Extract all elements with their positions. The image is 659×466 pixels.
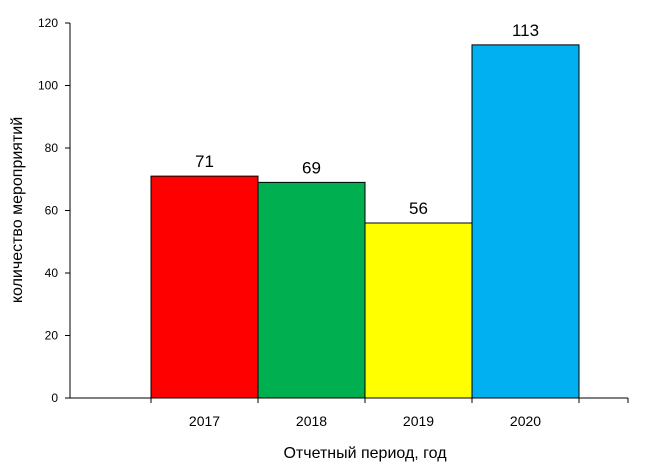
bar-2018 — [257, 181, 366, 399]
y-tick-label: 40 — [45, 266, 59, 280]
y-tick-label: 80 — [45, 141, 59, 155]
data-labels: 71 69 56 113 — [195, 21, 539, 218]
y-tick-label: 0 — [51, 391, 58, 405]
data-label-2018: 69 — [302, 158, 321, 177]
x-tick-label-2020: 2020 — [510, 413, 541, 429]
y-tick-label: 100 — [38, 79, 58, 93]
y-axis-title: количество мероприятий — [9, 117, 26, 303]
data-label-2017: 71 — [195, 152, 214, 171]
x-axis: 2017 2018 2019 2020 — [70, 397, 629, 429]
y-tick-label: 20 — [45, 329, 59, 343]
bar-2017 — [150, 175, 259, 399]
x-tick-label-2017: 2017 — [189, 413, 220, 429]
y-tick-label: 60 — [45, 204, 59, 218]
x-tick-label-2018: 2018 — [296, 413, 327, 429]
data-label-2019: 56 — [409, 199, 428, 218]
x-axis-title: Отчетный период, год — [283, 445, 447, 462]
y-axis: 0 20 40 60 80 100 120 — [38, 16, 71, 405]
data-label-2020: 113 — [512, 21, 539, 40]
x-tick-label-2019: 2019 — [403, 413, 434, 429]
bar-2019 — [364, 222, 473, 399]
bars — [150, 44, 580, 399]
y-tick-label: 120 — [38, 16, 58, 30]
bar-2020 — [471, 44, 580, 399]
